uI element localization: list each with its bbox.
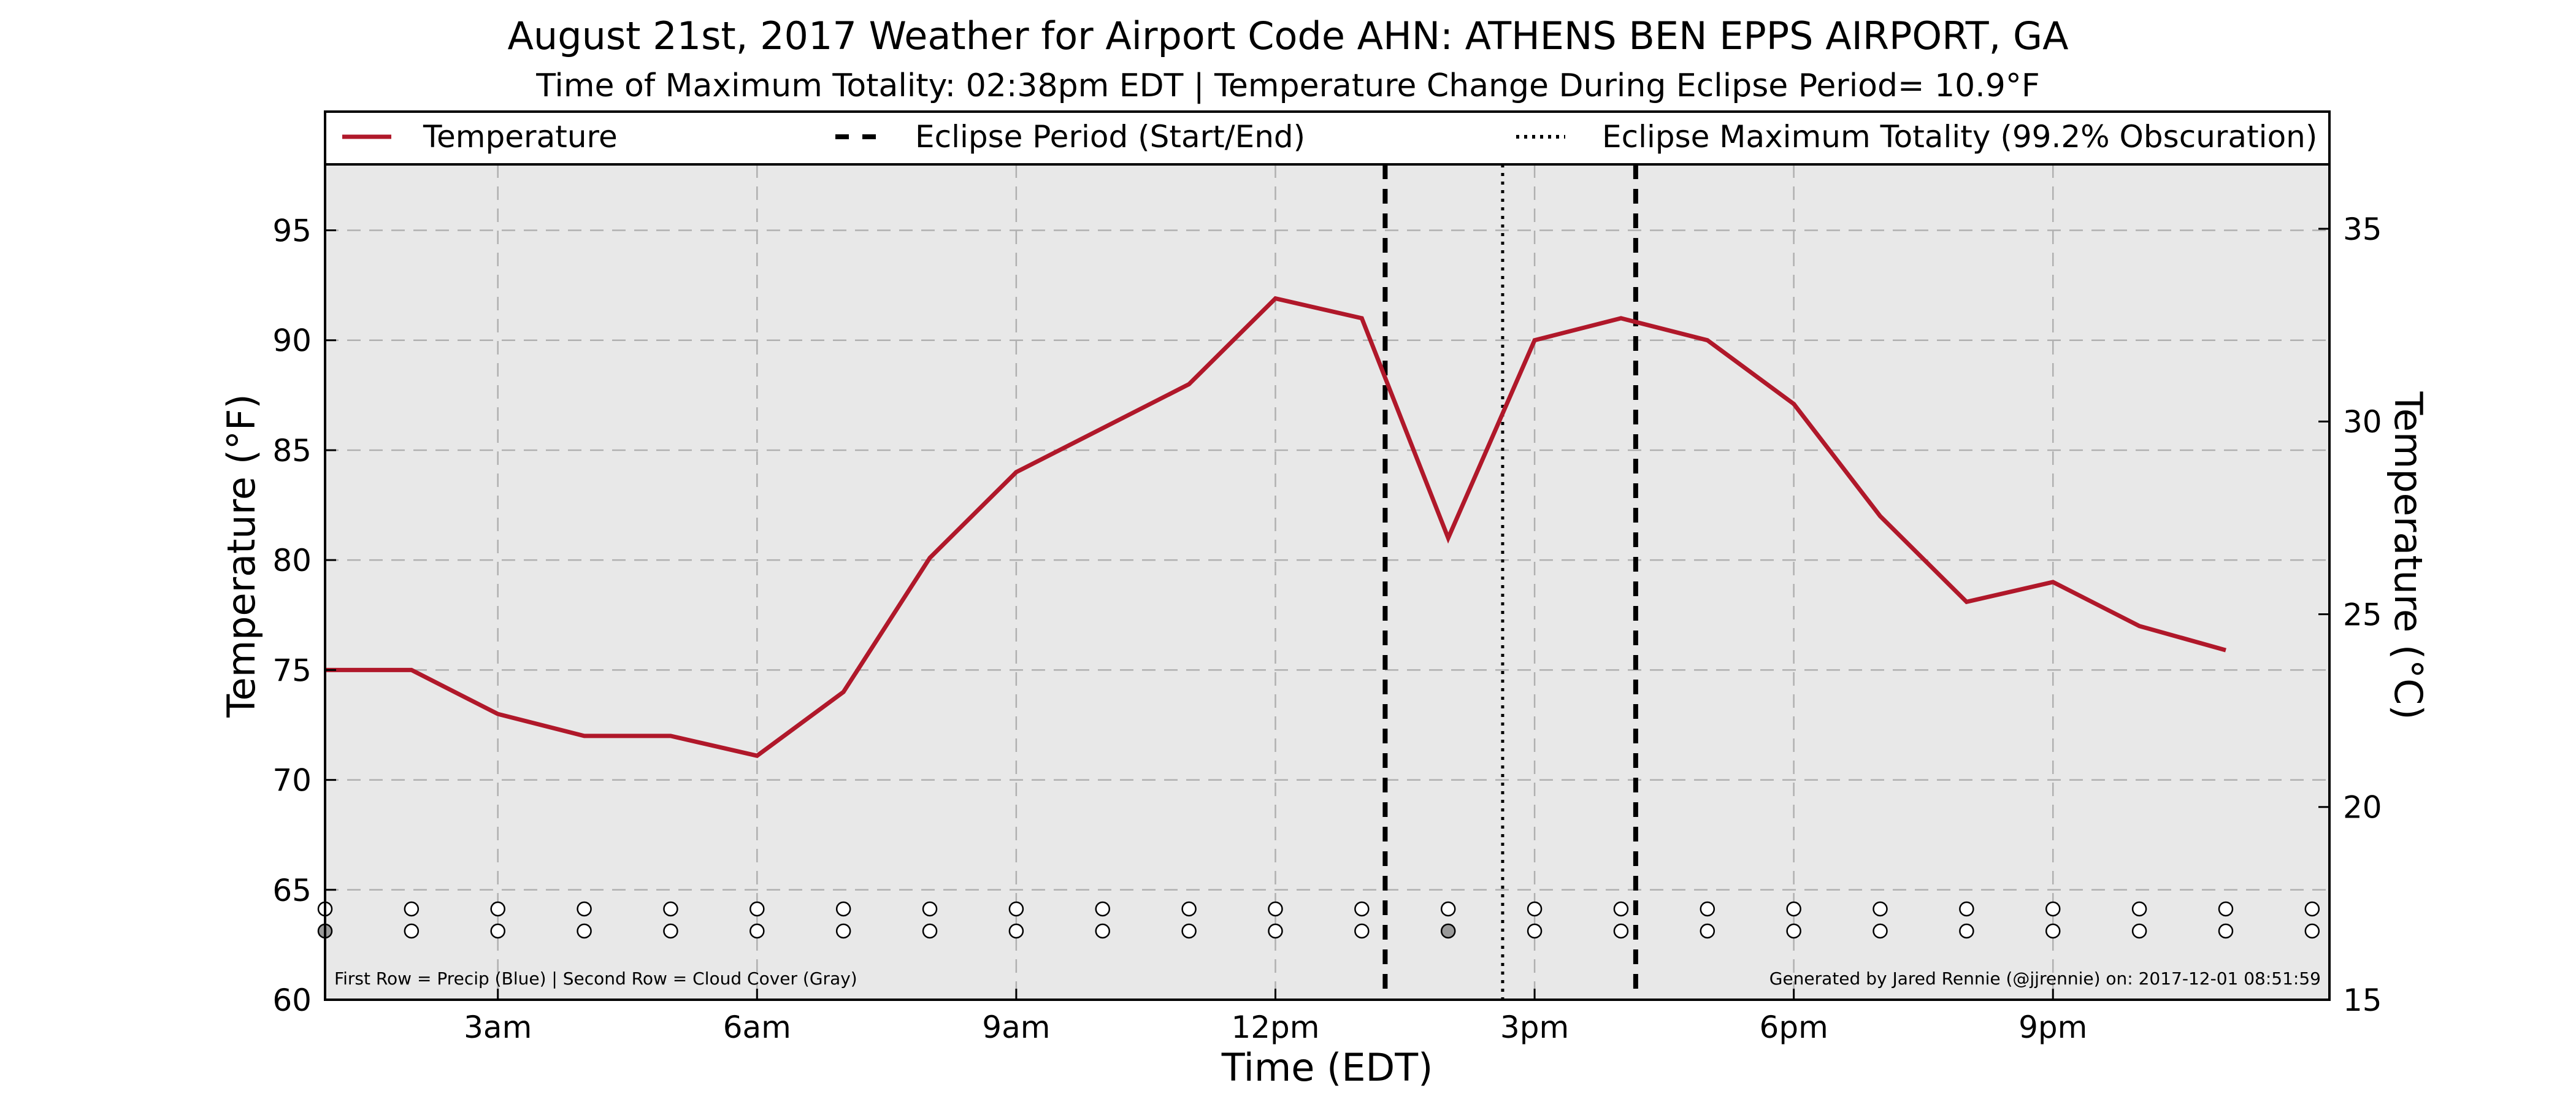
precip-marker xyxy=(1181,901,1197,917)
precip-marker xyxy=(1440,901,1456,917)
cloud-cover-marker xyxy=(663,923,678,939)
precip-marker xyxy=(1959,901,1974,917)
x-tick-label: 3am xyxy=(464,1010,532,1045)
x-axis-label: Time (EDT) xyxy=(1221,1045,1433,1090)
cloud-cover-marker xyxy=(2304,923,2320,939)
precip-marker xyxy=(1873,901,1888,917)
y-tick-label: 75 xyxy=(272,653,312,688)
cloud-cover-marker xyxy=(1527,923,1543,939)
legend-box xyxy=(324,110,2331,166)
precip-marker xyxy=(1700,901,1715,917)
y-axis-label-left: Temperature (°F) xyxy=(219,394,264,718)
temperature-series-line xyxy=(325,296,2226,758)
legend-eclipse-period-label: Eclipse Period (Start/End) xyxy=(915,119,1305,155)
precip-marker xyxy=(2131,901,2147,917)
precip-marker xyxy=(663,901,678,917)
cloud-cover-marker xyxy=(1181,923,1197,939)
footnote-right: Generated by Jared Rennie (@jjrennie) on… xyxy=(1769,968,2321,989)
precip-marker xyxy=(2304,901,2320,917)
y-tick-label: 60 xyxy=(272,983,312,1018)
precip-marker xyxy=(922,901,938,917)
cloud-cover-marker xyxy=(1354,923,1370,939)
cloud-cover-marker xyxy=(1873,923,1888,939)
x-tick-label: 6am xyxy=(723,1010,791,1045)
x-tick-label: 9pm xyxy=(2018,1010,2087,1045)
precip-marker xyxy=(2218,901,2234,917)
plot-background xyxy=(325,164,2329,1000)
cloud-cover-marker xyxy=(1008,923,1024,939)
cloud-cover-marker xyxy=(404,923,420,939)
y-right-tick-label: 20 xyxy=(2343,790,2382,826)
x-tick-label: 12pm xyxy=(1231,1010,1319,1045)
cloud-cover-marker xyxy=(1700,923,1715,939)
precip-marker xyxy=(1008,901,1024,917)
cloud-cover-marker xyxy=(2131,923,2147,939)
precip-marker xyxy=(1354,901,1370,917)
cloud-cover-marker xyxy=(2045,923,2061,939)
cloud-cover-marker xyxy=(1613,923,1629,939)
y-tick-label: 80 xyxy=(272,543,312,578)
precip-marker xyxy=(1613,901,1629,917)
y-right-tick-label: 25 xyxy=(2343,597,2382,632)
y-tick-label: 70 xyxy=(272,763,312,799)
precip-marker xyxy=(490,901,505,917)
cloud-cover-marker xyxy=(1095,923,1111,939)
precip-marker xyxy=(1786,901,1801,917)
cloud-cover-marker xyxy=(1268,923,1283,939)
cloud-cover-marker xyxy=(577,923,592,939)
precip-marker xyxy=(1268,901,1283,917)
precip-marker xyxy=(577,901,592,917)
y-right-tick-label: 35 xyxy=(2343,212,2382,247)
cloud-cover-marker xyxy=(835,923,851,939)
cloud-cover-marker xyxy=(2218,923,2234,939)
precip-marker xyxy=(404,901,420,917)
y-axis-label-right: Temperature (°C) xyxy=(2386,391,2431,719)
cloud-cover-marker xyxy=(490,923,505,939)
y-tick-label: 85 xyxy=(272,433,312,469)
cloud-cover-marker xyxy=(1959,923,1974,939)
legend-eclipse-max-label: Eclipse Maximum Totality (99.2% Obscurat… xyxy=(1602,119,2317,155)
precip-marker xyxy=(749,901,765,917)
y-tick-label: 90 xyxy=(272,323,312,359)
x-tick-label: 9am xyxy=(982,1010,1050,1045)
y-tick-label: 65 xyxy=(272,873,312,908)
cloud-cover-marker xyxy=(1440,923,1456,939)
y-right-tick-label: 15 xyxy=(2343,983,2382,1018)
y-right-tick-label: 30 xyxy=(2343,404,2382,440)
chart-title: August 21st, 2017 Weather for Airport Co… xyxy=(507,13,2069,58)
cloud-cover-marker xyxy=(749,923,765,939)
chart-subtitle: Time of Maximum Totality: 02:38pm EDT | … xyxy=(536,67,2040,104)
cloud-cover-marker xyxy=(922,923,938,939)
x-tick-label: 6pm xyxy=(1760,1010,1828,1045)
x-tick-label: 3pm xyxy=(1500,1010,1569,1045)
legend-temperature-label: Temperature xyxy=(423,119,618,155)
precip-marker xyxy=(1527,901,1543,917)
cloud-cover-marker xyxy=(1786,923,1801,939)
precip-marker xyxy=(835,901,851,917)
precip-marker xyxy=(1095,901,1111,917)
precip-marker xyxy=(2045,901,2061,917)
footnote-left: First Row = Precip (Blue) | Second Row =… xyxy=(334,968,857,989)
y-tick-label: 95 xyxy=(272,213,312,249)
